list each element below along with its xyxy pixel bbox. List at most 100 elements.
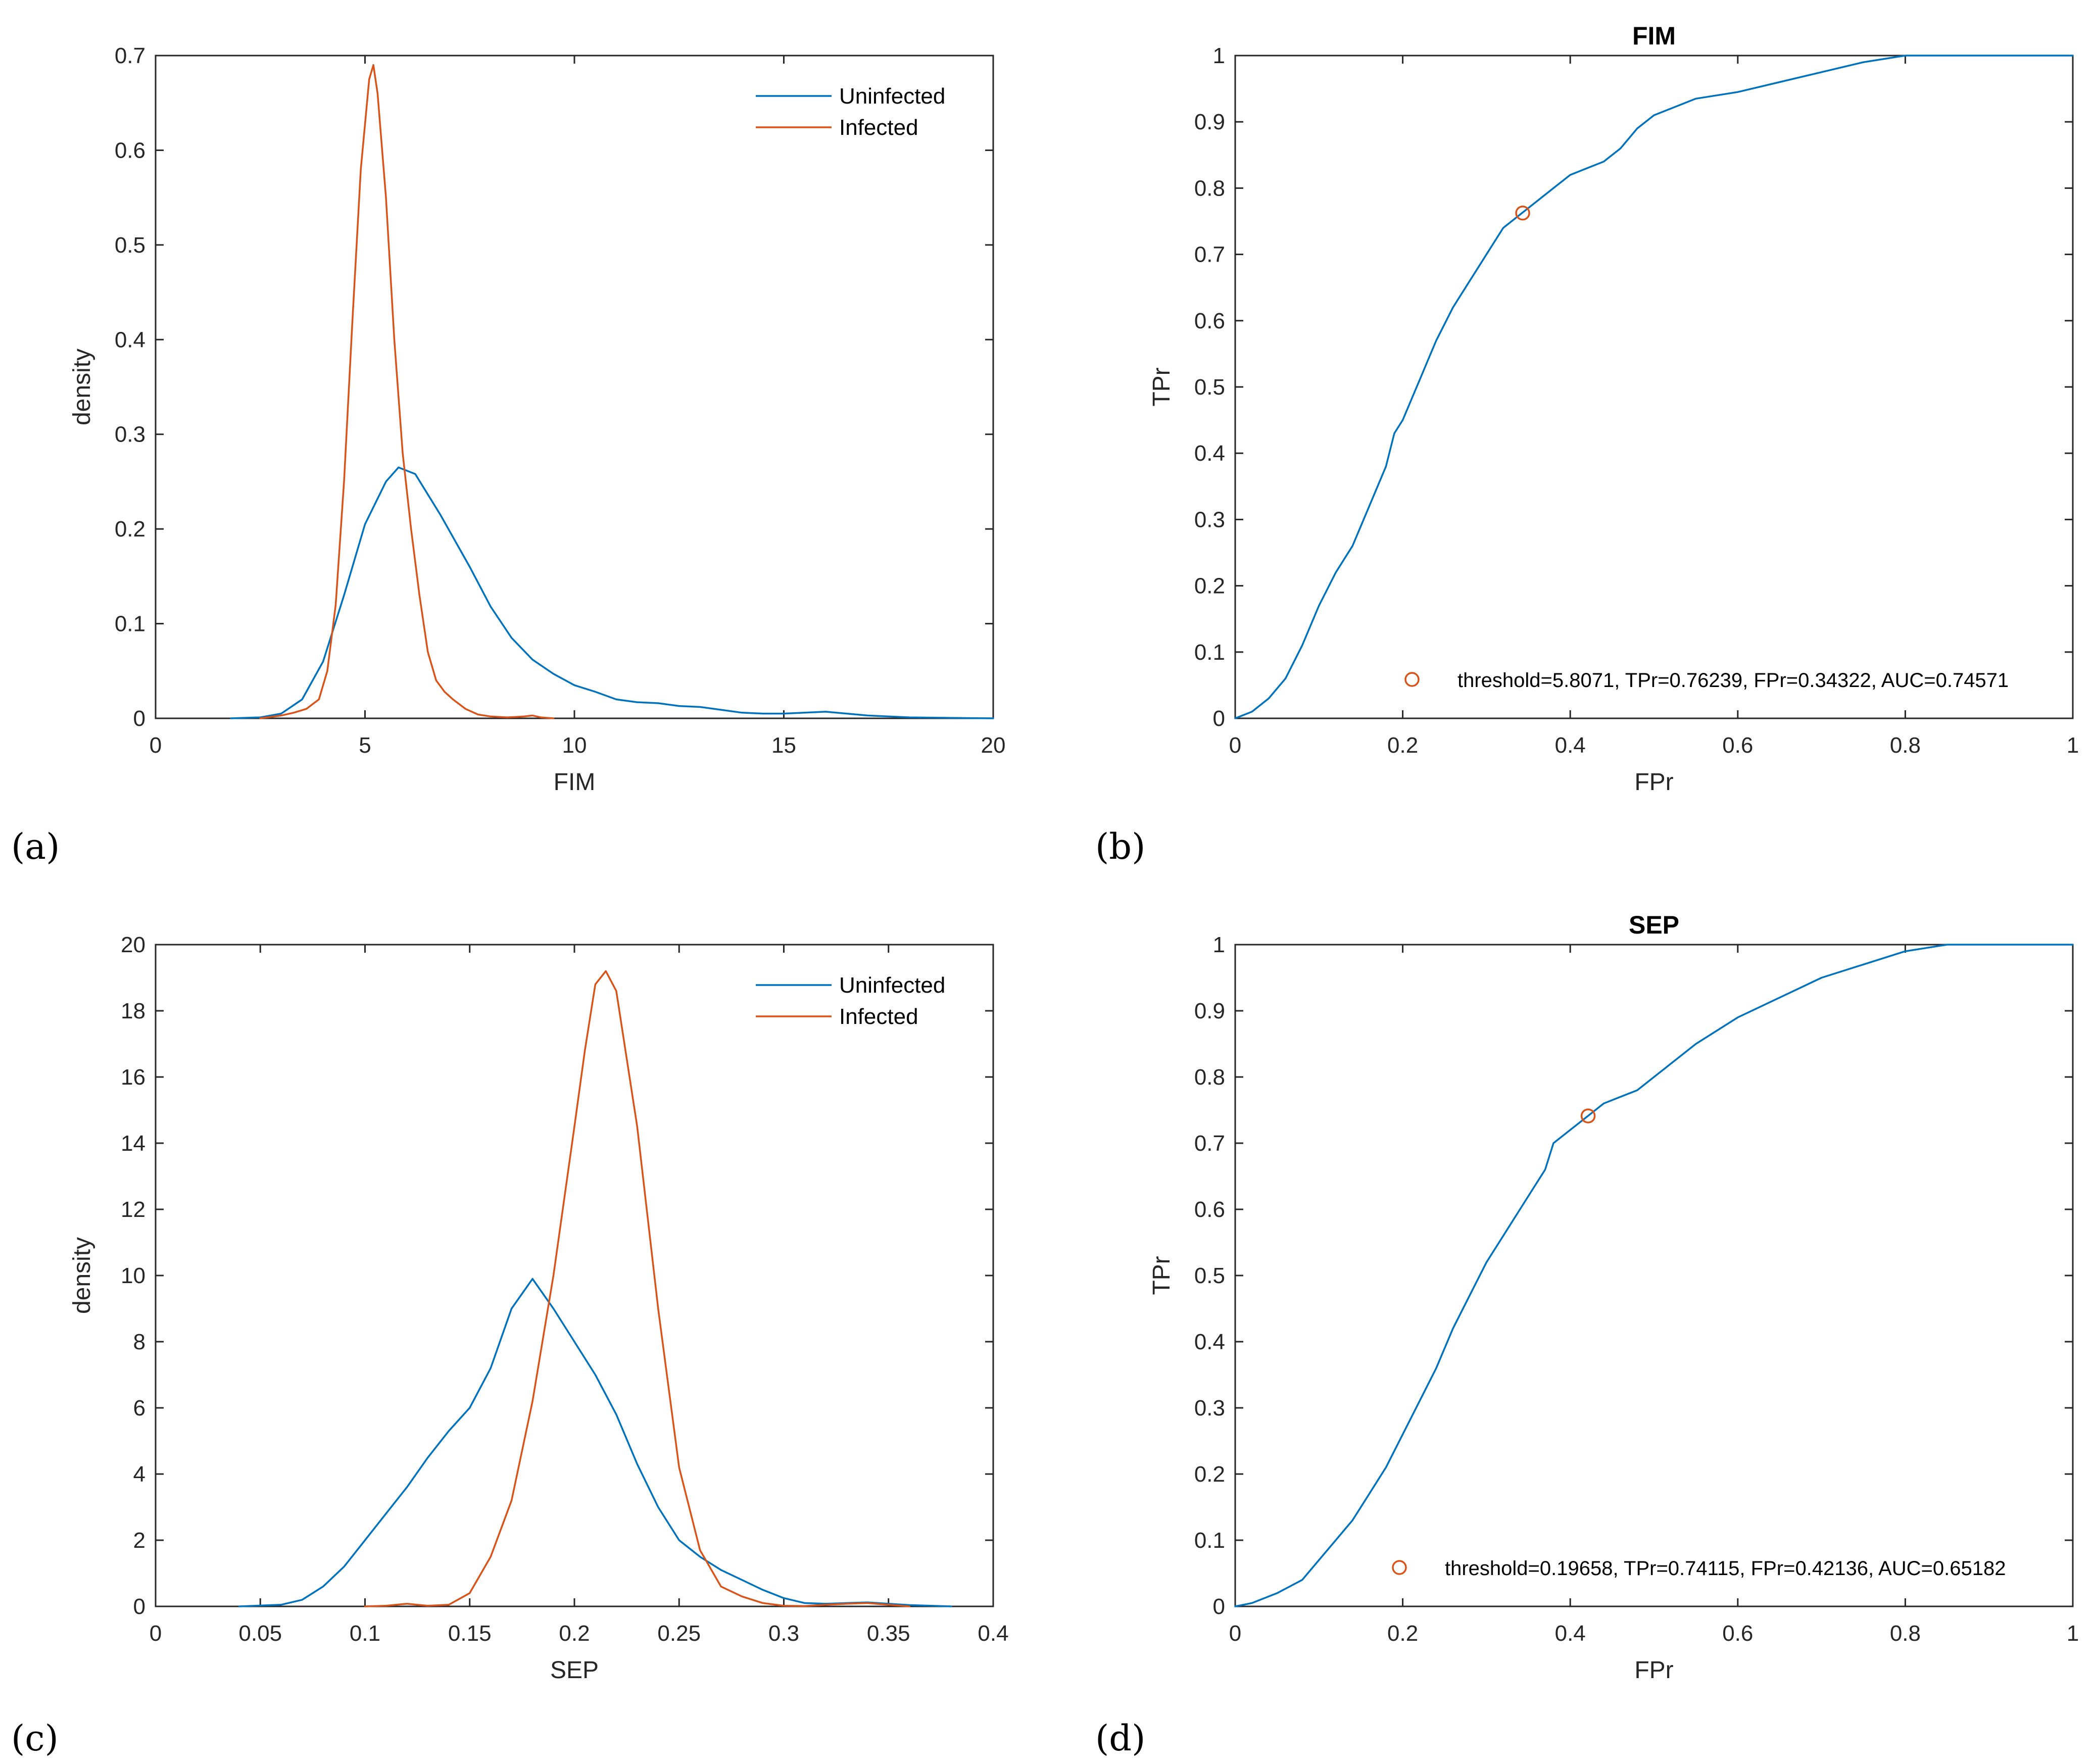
x-tick-label: 0.4 [1555, 733, 1586, 758]
y-tick-label: 14 [121, 1131, 145, 1156]
x-tick-label: 10 [562, 733, 587, 758]
y-tick-label: 0.5 [1194, 1263, 1225, 1288]
panel-label-c: (c) [11, 1718, 59, 1759]
panel-label-b: (b) [1095, 826, 1145, 867]
y-tick-label: 0.2 [115, 517, 145, 542]
y-tick-label: 0 [1213, 1594, 1225, 1619]
y-tick-label: 0 [1213, 706, 1225, 731]
chart-title: SEP [1629, 911, 1679, 939]
y-tick-label: 0.3 [115, 422, 145, 447]
y-tick-label: 0.5 [115, 233, 145, 258]
x-tick-label: 0.05 [238, 1621, 282, 1646]
x-tick-label: 0 [150, 1621, 162, 1646]
x-tick-label: 0.25 [657, 1621, 701, 1646]
y-tick-label: 0.9 [1194, 999, 1225, 1023]
chart-b-fim-roc: 0 0.2 0.4 0.6 0.8 1 0 0.1 0.2 0.3 0.4 0.5 0.6 0.7 0.8 0… [1148, 22, 2079, 796]
x-tick-label: 1 [2067, 733, 2079, 758]
x-tick-label: 0.4 [978, 1621, 1008, 1646]
y-tick-label: 18 [121, 999, 145, 1023]
x-tick-label: 0.6 [1722, 733, 1753, 758]
annotation-marker-icon [1392, 1560, 1407, 1575]
x-tick-label: 5 [359, 733, 371, 758]
y-tick-label: 0.7 [1194, 1131, 1225, 1156]
y-tick-label: 0.4 [1194, 1330, 1225, 1354]
series-line-infected [364, 970, 910, 1607]
legend-entry: Infected [839, 1004, 918, 1029]
panel-label-d: (d) [1095, 1718, 1145, 1759]
y-axis-label: TPr [1148, 1256, 1175, 1295]
x-tick-label: 0 [1229, 733, 1241, 758]
x-tick-label: 0.8 [1890, 733, 1921, 758]
series-line-roc [1234, 55, 2074, 719]
y-tick-label: 12 [121, 1197, 145, 1222]
series-line-uninfected [230, 466, 994, 719]
series-line-roc [1234, 944, 2074, 1607]
y-tick-label: 1 [1213, 43, 1225, 68]
x-axis-label: FPr [1634, 769, 1673, 796]
y-tick-label: 0.1 [115, 612, 145, 636]
y-tick-label: 16 [121, 1065, 145, 1090]
chart-title: FIM [1632, 22, 1676, 50]
x-tick-label: 0.6 [1722, 1621, 1753, 1646]
x-axis-label: SEP [550, 1657, 599, 1684]
chart-d-sep-roc: 0 0.2 0.4 0.6 0.8 1 0 0.1 0.2 0.3 0.4 0.5 0.6 0.7 0.8 0… [1148, 911, 2079, 1684]
y-tick-label: 0.8 [1194, 176, 1225, 201]
legend-entry: Uninfected [839, 973, 945, 998]
roc-annotation: threshold=0.19658, TPr=0.74115, FPr=0.42… [1445, 1557, 2006, 1580]
y-tick-label: 1 [1213, 933, 1225, 957]
x-tick-label: 0.1 [350, 1621, 380, 1646]
x-tick-label: 0.2 [1387, 733, 1418, 758]
y-tick-label: 0.8 [1194, 1065, 1225, 1090]
y-tick-label: 0 [133, 1594, 145, 1619]
legend-entry: Infected [839, 115, 918, 140]
y-axis-label: density [69, 349, 95, 425]
y-tick-label: 0.2 [1194, 574, 1225, 599]
series-line-uninfected [238, 1278, 952, 1607]
y-tick-label: 10 [121, 1263, 145, 1288]
panel-label-a: (a) [11, 826, 60, 867]
annotation-marker-icon [1404, 672, 1420, 687]
y-tick-label: 0.7 [1194, 242, 1225, 267]
y-tick-label: 0.6 [1194, 309, 1225, 333]
series-line-infected [259, 64, 555, 719]
optimal-threshold-marker [1515, 205, 1530, 221]
x-tick-label: 0.35 [867, 1621, 910, 1646]
y-tick-label: 0.1 [1194, 1528, 1225, 1553]
x-axis-label: FIM [554, 769, 596, 796]
x-tick-label: 15 [771, 733, 796, 758]
y-tick-label: 2 [133, 1528, 145, 1553]
x-tick-label: 0 [1229, 1621, 1241, 1646]
y-tick-label: 0.3 [1194, 1396, 1225, 1420]
legend-entry: Uninfected [839, 84, 945, 109]
x-tick-label: 0.4 [1555, 1621, 1586, 1646]
y-tick-label: 0.6 [115, 138, 145, 163]
x-axis-label: FPr [1634, 1657, 1673, 1684]
chart-c-sep-density: 0 0.05 0.1 0.15 0.2 0.25 0.3 0.35 0.4 0 2 4 6 8 10 12 14… [69, 933, 1009, 1684]
y-tick-label: 0.7 [115, 43, 145, 68]
y-tick-label: 0.9 [1194, 110, 1225, 134]
y-axis-label: density [69, 1237, 95, 1314]
y-tick-label: 0.4 [115, 327, 145, 352]
y-tick-label: 0 [133, 706, 145, 731]
y-tick-label: 8 [133, 1330, 145, 1354]
y-tick-label: 6 [133, 1396, 145, 1420]
x-tick-label: 20 [981, 733, 1006, 758]
y-tick-label: 4 [133, 1462, 145, 1487]
y-tick-label: 20 [121, 933, 145, 957]
x-tick-label: 0.15 [448, 1621, 492, 1646]
chart-a-fim-density: 0 5 10 15 20 0 0.1 0.2 0.3 0.4 0.5 0.6 0.7 FIM density… [69, 43, 1005, 796]
y-tick-label: 0.3 [1194, 507, 1225, 532]
y-tick-label: 0.6 [1194, 1197, 1225, 1222]
x-tick-label: 1 [2067, 1621, 2079, 1646]
y-axis-label: TPr [1148, 367, 1175, 406]
optimal-threshold-marker [1580, 1108, 1596, 1123]
x-tick-label: 0.2 [1387, 1621, 1418, 1646]
roc-annotation: threshold=5.8071, TPr=0.76239, FPr=0.343… [1457, 669, 2009, 692]
x-tick-label: 0.8 [1890, 1621, 1921, 1646]
y-tick-label: 0.1 [1194, 640, 1225, 665]
y-tick-label: 0.2 [1194, 1462, 1225, 1487]
x-tick-label: 0.3 [768, 1621, 799, 1646]
x-tick-label: 0.2 [559, 1621, 590, 1646]
